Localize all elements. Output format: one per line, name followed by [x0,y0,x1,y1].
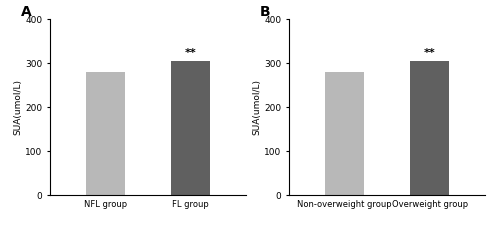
Y-axis label: SUA(umol/L): SUA(umol/L) [14,79,22,135]
Bar [410,61,449,195]
Bar [86,72,124,195]
Text: B: B [260,5,270,19]
Bar [172,61,210,195]
Text: A: A [20,5,32,19]
Text: **: ** [424,48,436,58]
Bar [325,72,364,195]
Y-axis label: SUA(umol/L): SUA(umol/L) [252,79,262,135]
Text: **: ** [184,48,196,58]
